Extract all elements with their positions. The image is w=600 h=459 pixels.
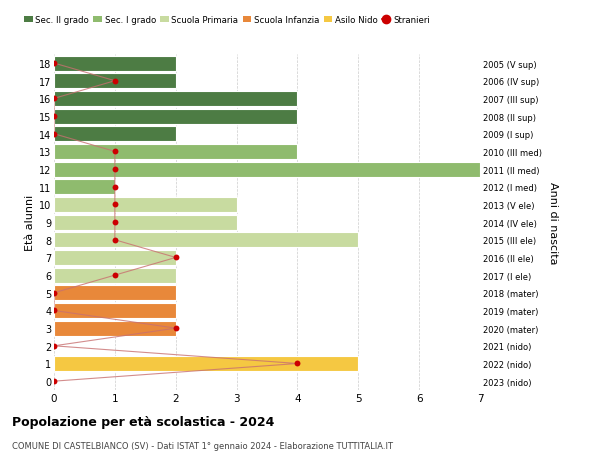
Bar <box>54 180 115 195</box>
Bar <box>54 92 298 106</box>
Bar <box>54 215 236 230</box>
Legend: Sec. II grado, Sec. I grado, Scuola Primaria, Scuola Infanzia, Asilo Nido, Stran: Sec. II grado, Sec. I grado, Scuola Prim… <box>24 16 430 25</box>
Bar <box>54 109 298 124</box>
Bar <box>54 251 176 265</box>
Text: Popolazione per età scolastica - 2024: Popolazione per età scolastica - 2024 <box>12 415 274 428</box>
Point <box>49 307 59 314</box>
Bar <box>54 197 236 213</box>
Point <box>49 131 59 138</box>
Point <box>110 219 119 226</box>
Bar <box>54 127 176 142</box>
Point <box>49 95 59 103</box>
Y-axis label: Età alunni: Età alunni <box>25 195 35 251</box>
Point <box>110 202 119 209</box>
Bar <box>54 321 176 336</box>
Bar <box>54 303 176 318</box>
Point <box>110 78 119 85</box>
Point <box>110 184 119 191</box>
Point <box>293 360 302 367</box>
Bar <box>54 56 176 72</box>
Point <box>49 113 59 120</box>
Point <box>49 290 59 297</box>
Point <box>110 272 119 279</box>
Bar <box>54 145 298 160</box>
Bar <box>54 233 358 248</box>
Point <box>49 60 59 67</box>
Y-axis label: Anni di nascita: Anni di nascita <box>548 181 559 264</box>
Bar <box>54 162 480 177</box>
Point <box>110 166 119 174</box>
Point <box>110 148 119 156</box>
Point <box>110 236 119 244</box>
Bar <box>54 356 358 371</box>
Point <box>171 254 181 262</box>
Bar <box>54 268 176 283</box>
Point <box>49 378 59 385</box>
Bar <box>54 74 176 89</box>
Text: COMUNE DI CASTELBIANCO (SV) - Dati ISTAT 1° gennaio 2024 - Elaborazione TUTTITAL: COMUNE DI CASTELBIANCO (SV) - Dati ISTAT… <box>12 441 393 450</box>
Point <box>171 325 181 332</box>
Point <box>49 342 59 350</box>
Bar <box>54 285 176 301</box>
